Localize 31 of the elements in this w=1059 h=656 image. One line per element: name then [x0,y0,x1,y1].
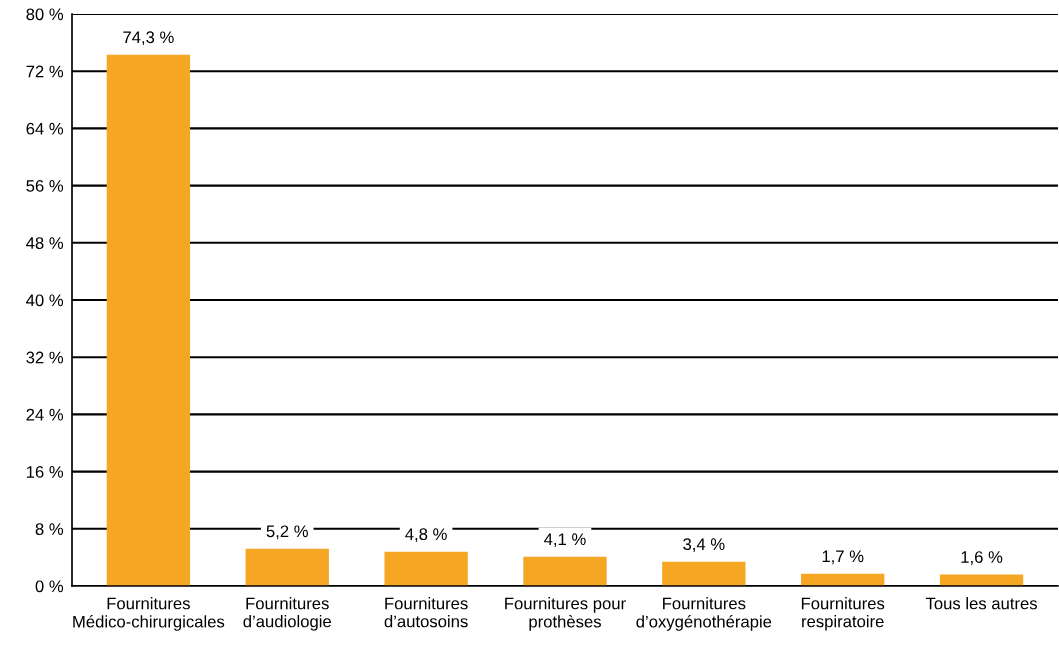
y-tick-label: 72 % [26,65,64,78]
x-tick-label: Fournitures d’autosoins [384,597,468,628]
y-tick-label: 64 % [26,122,64,135]
bar [245,548,329,586]
x-tick-label: Fournitures d’oxygénothérapie [636,597,772,631]
bar [801,573,885,586]
bar [384,551,468,586]
x-tick-label: Tous les autres [925,597,1038,610]
x-tick-label: Fournitures Médico-chirurgicales [73,597,225,631]
y-tick-label: 0 % [35,580,64,593]
y-tick-label: 48 % [26,237,64,249]
data-label: 5,2 % [266,525,308,540]
data-label: 74,3 % [123,31,174,46]
x-tick-label: Fournitures d’audiologie [243,597,331,631]
data-label: 1,7 % [822,550,864,565]
y-tick-label: 40 % [26,294,64,307]
y-tick-label: 32 % [26,351,64,364]
y-tick-label: 8 % [35,523,64,535]
y-tick-label: 80 % [26,8,64,21]
y-tick-label: 24 % [26,408,64,421]
x-tick-label: Fournitures pour prothèses [505,597,626,631]
y-tick-label: 56 % [26,180,64,192]
data-label: 4,8 % [405,528,447,543]
data-label: 1,6 % [961,551,1003,565]
bar [662,561,746,586]
data-label: 3,4 % [683,538,725,553]
data-label: 4,1 % [544,533,586,548]
bar [106,54,191,586]
x-tick-label: Fournitures respiratoire [801,597,885,631]
bar [523,556,607,586]
y-tick-label: 16 % [26,466,64,478]
